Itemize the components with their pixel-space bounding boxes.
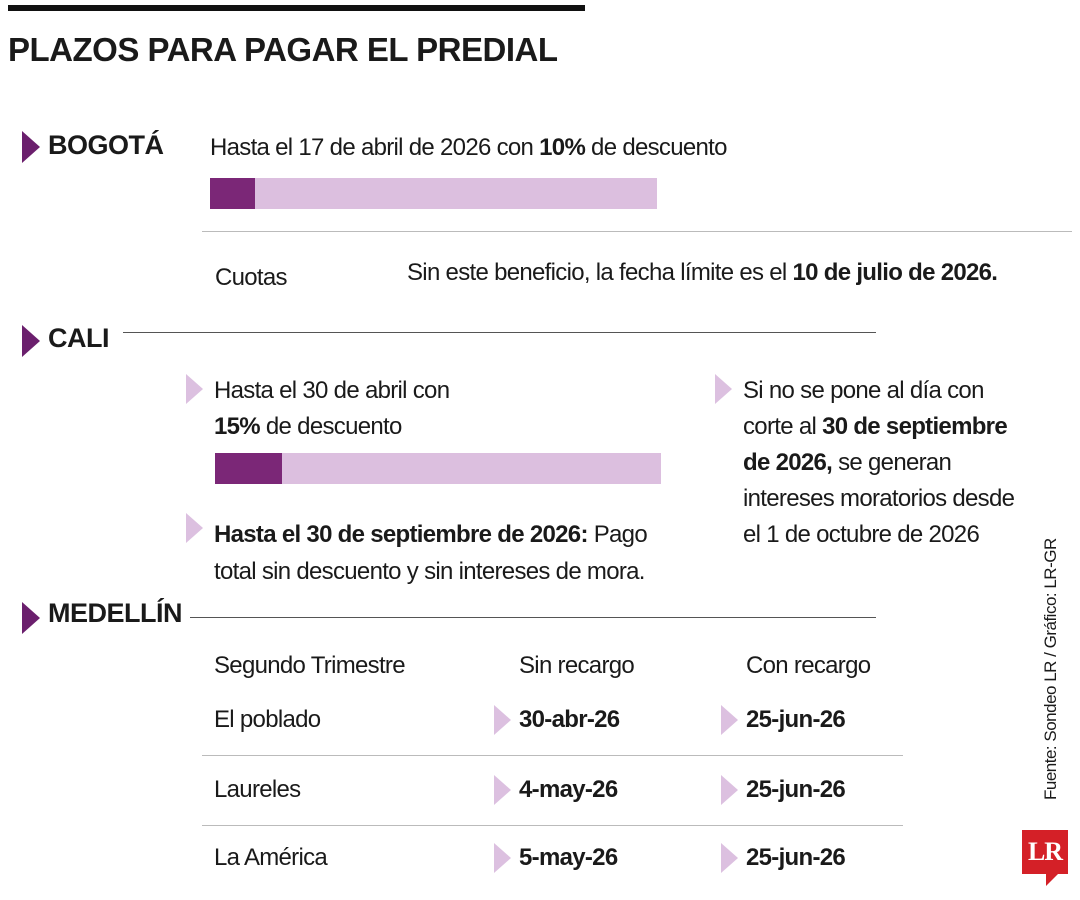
text: Hasta el 17 de abril de 2026 con	[210, 134, 540, 161]
text: Hasta el 30 de abril con	[214, 377, 450, 404]
late-text: Si no se pone al día con corte al 30 de …	[743, 373, 1028, 553]
section-marker	[22, 602, 40, 634]
text: Pago total sin descuento y sin intereses…	[214, 521, 648, 585]
zone-cell: El poblado	[214, 706, 321, 733]
top-rule	[8, 5, 585, 11]
zone-cell: La América	[214, 844, 328, 871]
bullet	[715, 374, 732, 404]
discount-bar	[210, 178, 657, 209]
date-cell: 30-abr-26	[519, 706, 620, 733]
text: se generan intereses moratorios desde el…	[743, 449, 1015, 548]
discount-fill	[215, 453, 282, 484]
source: Fuente: Sondeo LR / Gráfico: LR-GR	[1041, 538, 1060, 800]
column-header: Sin recargo	[519, 652, 635, 679]
text: de descuento	[585, 134, 727, 161]
section-rule	[190, 617, 876, 618]
full-payment-text: Hasta el 30 de septiembre de 2026: Pago …	[214, 516, 664, 590]
row-divider	[202, 825, 903, 826]
bullet	[494, 705, 511, 735]
discount-text: Hasta el 17 de abril de 2026 con 10% de …	[210, 133, 727, 163]
section-marker	[22, 325, 40, 357]
section-name: CALI	[48, 323, 110, 353]
discount-fill	[210, 178, 255, 209]
text: 30 de septiembre de 2026,	[743, 413, 1008, 476]
deadline-text: Sin este beneficio, la fecha límite es e…	[407, 258, 998, 288]
bullet	[186, 374, 203, 404]
date-cell: 25-jun-26	[746, 706, 846, 733]
date-cell: 4-may-26	[519, 776, 618, 803]
logo-tail	[1046, 874, 1058, 886]
text: 15%	[214, 413, 261, 440]
bullet	[494, 843, 511, 873]
column-header: Segundo Trimestre	[214, 652, 406, 679]
section-marker	[22, 131, 40, 163]
logo: LR	[1022, 830, 1068, 874]
bullet	[494, 775, 511, 805]
section-name: BOGOTÁ	[48, 130, 164, 160]
title: PLAZOS PARA PAGAR EL PREDIAL	[8, 31, 558, 68]
section-name: MEDELLÍN	[48, 598, 183, 628]
discount-bar	[215, 453, 661, 484]
date-cell: 25-jun-26	[746, 844, 846, 871]
zone-cell: Laureles	[214, 776, 301, 803]
logo-text: LR	[1027, 837, 1063, 866]
bullet	[721, 843, 738, 873]
text: 10%	[539, 134, 586, 161]
row-divider	[202, 755, 903, 756]
bullet	[721, 775, 738, 805]
section-rule	[123, 332, 876, 333]
date-cell: 25-jun-26	[746, 776, 846, 803]
bullet	[186, 513, 203, 543]
text: Hasta el 30 de septiembre de 2026:	[214, 521, 588, 548]
text: Si no se pone al día con corte al	[743, 377, 984, 440]
date-cell: 5-may-26	[519, 844, 618, 871]
text: de descuento	[259, 413, 402, 440]
cuotas-label: Cuotas	[215, 264, 288, 291]
column-header: Con recargo	[746, 652, 871, 679]
discount-text: Hasta el 30 de abril con 15% de descuent…	[214, 373, 450, 445]
bullet	[721, 705, 738, 735]
text: 10 de julio de 2026.	[792, 259, 998, 286]
divider	[202, 231, 1072, 232]
text: Sin este beneficio, la fecha límite es e…	[407, 259, 793, 286]
